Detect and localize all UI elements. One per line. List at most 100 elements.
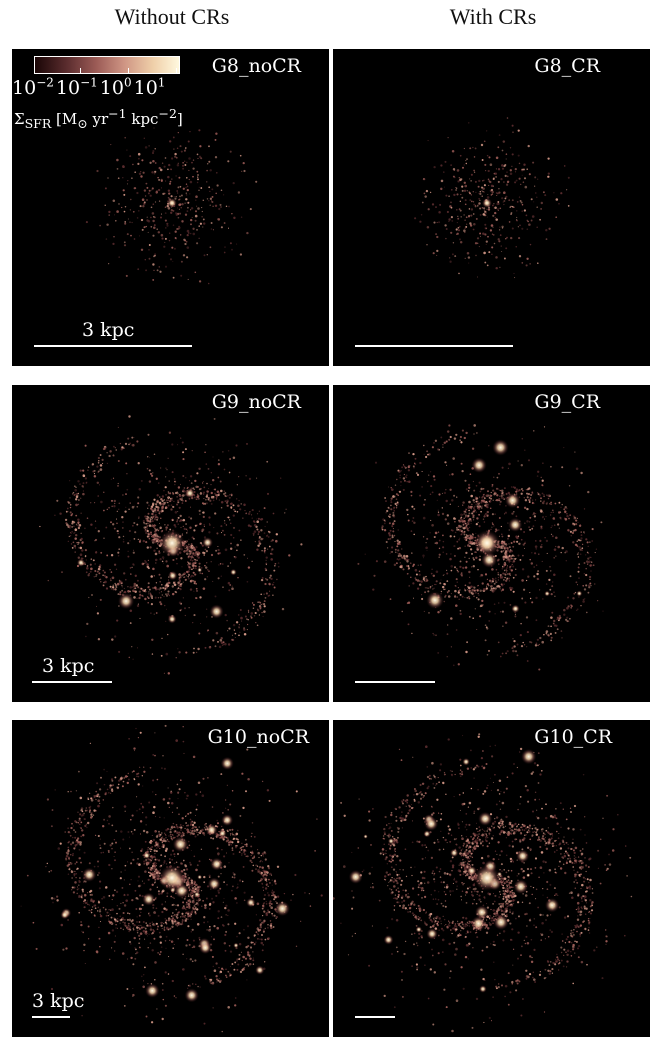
sfr-pixel bbox=[451, 150, 455, 153]
sfr-pixel bbox=[112, 199, 116, 202]
sfr-pixel bbox=[508, 572, 511, 576]
sfr-pixel bbox=[197, 781, 201, 784]
sfr-pixel bbox=[280, 477, 282, 479]
sfr-pixel bbox=[485, 240, 488, 243]
sfr-pixel bbox=[116, 530, 119, 533]
sfr-pixel bbox=[218, 645, 222, 649]
sfr-pixel bbox=[208, 907, 211, 910]
sfr-pixel bbox=[151, 857, 153, 860]
sfr-pixel bbox=[477, 502, 480, 505]
sfr-pixel bbox=[497, 581, 499, 583]
sfr-pixel bbox=[412, 597, 415, 599]
sfr-pixel bbox=[461, 185, 464, 188]
sfr-pixel bbox=[248, 611, 250, 613]
sfr-pixel bbox=[450, 201, 452, 204]
sfr-pixel bbox=[227, 581, 231, 585]
sfr-pixel bbox=[186, 246, 190, 249]
sfr-pixel bbox=[164, 265, 168, 268]
sfr-pixel bbox=[168, 163, 171, 167]
sfr-pixel bbox=[149, 925, 152, 927]
sfr-pixel bbox=[434, 583, 436, 585]
sfr-pixel bbox=[392, 511, 395, 514]
sfr-pixel bbox=[129, 442, 132, 445]
sfr-pixel bbox=[454, 518, 457, 520]
sfr-pixel bbox=[531, 492, 534, 495]
sfr-pixel bbox=[550, 639, 553, 642]
sfr-pixel bbox=[99, 880, 102, 883]
sfr-pixel bbox=[513, 558, 515, 560]
sfr-pixel bbox=[174, 155, 177, 158]
sfr-pixel bbox=[69, 506, 72, 509]
sfr-pixel bbox=[121, 446, 124, 449]
sfr-pixel bbox=[257, 544, 260, 547]
sfr-pixel bbox=[206, 490, 209, 493]
sfr-pixel bbox=[553, 624, 557, 627]
sfr-pixel bbox=[138, 516, 140, 518]
sfr-pixel bbox=[204, 451, 206, 454]
sfr-pixel bbox=[163, 489, 165, 492]
sfr-pixel bbox=[188, 557, 190, 559]
sfr-pixel bbox=[189, 506, 192, 508]
sfr-pixel bbox=[216, 822, 220, 825]
sfr-pixel bbox=[196, 559, 198, 561]
sfr-pixel bbox=[481, 207, 484, 209]
sfr-pixel bbox=[168, 861, 172, 864]
sfr-pixel bbox=[194, 479, 197, 483]
sfr-pixel bbox=[236, 511, 239, 513]
sfr-pixel bbox=[193, 537, 195, 540]
sfr-pixel bbox=[389, 598, 392, 600]
sfr-pixel bbox=[110, 144, 112, 146]
sfr-pixel bbox=[205, 495, 208, 498]
sfr-pixel bbox=[486, 510, 489, 514]
sfr-pixel bbox=[481, 599, 484, 603]
sfr-pixel bbox=[538, 643, 540, 645]
sfr-pixel bbox=[501, 496, 505, 500]
sfr-pixel bbox=[79, 546, 83, 550]
sfr-pixel bbox=[449, 435, 452, 439]
sfr-pixel bbox=[434, 531, 438, 535]
sfr-pixel bbox=[179, 195, 181, 198]
sfr-pixel bbox=[464, 227, 467, 230]
sfr-pixel bbox=[238, 476, 240, 478]
sfr-pixel bbox=[39, 525, 41, 528]
colorbar-tick-label: 10−2 bbox=[12, 76, 54, 100]
sfr-pixel bbox=[545, 238, 548, 240]
sfr-pixel bbox=[231, 638, 235, 642]
sfr-pixel bbox=[433, 634, 435, 636]
sfr-pixel bbox=[165, 652, 169, 656]
sfr-pixel bbox=[425, 578, 428, 581]
sfr-pixel bbox=[477, 593, 479, 595]
sfr-pixel bbox=[251, 517, 253, 519]
sfr-pixel bbox=[217, 854, 219, 856]
sfr-pixel bbox=[158, 589, 160, 591]
sfr-pixel bbox=[252, 941, 254, 944]
sfr-pixel bbox=[560, 630, 563, 632]
sfr-pixel bbox=[217, 463, 221, 466]
sfr-pixel bbox=[155, 477, 158, 480]
sfr-pixel bbox=[463, 531, 466, 534]
sfr-pixel bbox=[204, 646, 207, 649]
sfr-pixel bbox=[214, 138, 217, 141]
sfr-pixel bbox=[132, 443, 135, 447]
sfr-pixel bbox=[167, 207, 171, 210]
sfr-pixel bbox=[78, 888, 80, 890]
sfr-pixel bbox=[462, 524, 465, 526]
sfr-pixel bbox=[491, 485, 494, 488]
sfr-pixel bbox=[452, 457, 455, 460]
sfr-pixel bbox=[158, 482, 160, 484]
sfr-pixel bbox=[146, 532, 149, 535]
sfr-pixel bbox=[508, 580, 511, 582]
sfr-pixel bbox=[96, 605, 97, 607]
sfr-pixel bbox=[50, 987, 54, 991]
sfr-pixel bbox=[86, 565, 89, 567]
sfr-pixel bbox=[134, 957, 137, 960]
sfr-pixel bbox=[529, 243, 532, 246]
sfr-pixel bbox=[98, 926, 100, 929]
sfr-pixel bbox=[181, 817, 184, 820]
sfr-pixel bbox=[198, 280, 202, 283]
sfr-pixel bbox=[407, 568, 410, 571]
sfr-pixel bbox=[472, 480, 475, 483]
sfr-pixel bbox=[498, 563, 500, 565]
sfr-pixel bbox=[262, 538, 264, 540]
sfr-pixel bbox=[133, 596, 136, 599]
